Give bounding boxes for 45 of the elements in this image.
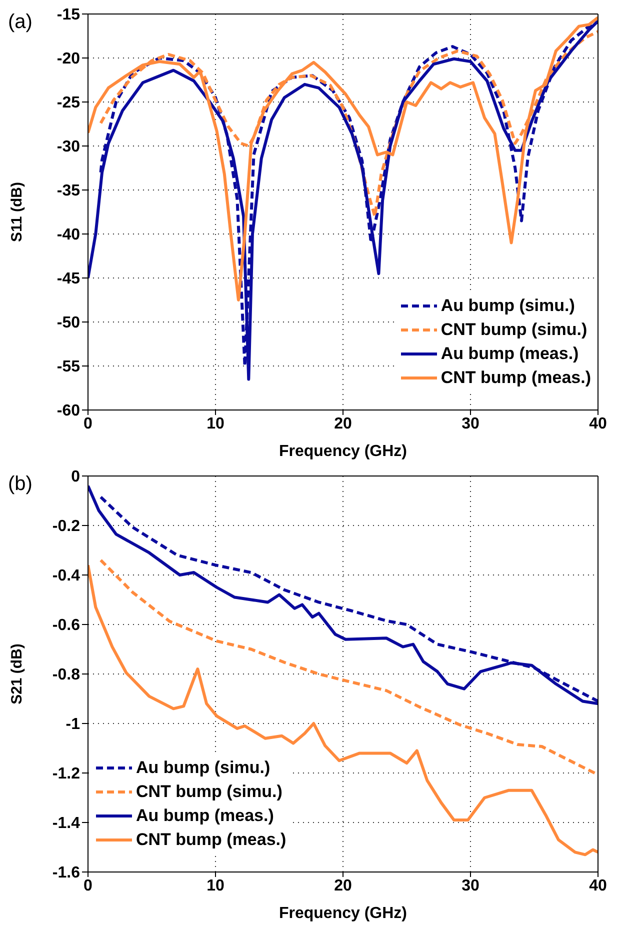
- x-tick-label: 0: [84, 415, 93, 432]
- y-tick-label: -50: [56, 314, 80, 332]
- y-tick-label: -35: [56, 182, 80, 200]
- x-tick-label: 30: [462, 415, 480, 432]
- y-tick-label: -20: [56, 50, 80, 68]
- y-tick-label: -40: [56, 226, 80, 244]
- legend-label: CNT bump (simu.): [136, 781, 282, 803]
- y-tick-label: -1: [66, 716, 80, 734]
- y-tick-label: -15: [56, 6, 80, 24]
- y-tick-label: -0.6: [52, 617, 80, 634]
- y-tick-label: -0.2: [52, 518, 80, 536]
- y-tick-label: -55: [56, 358, 80, 376]
- legend-label: Au bump (meas.): [440, 343, 579, 365]
- y-tick-label: -1.2: [52, 766, 80, 783]
- legend-label: CNT bump (meas.): [440, 367, 591, 389]
- y-tick-label: -25: [56, 94, 80, 112]
- y-tick-label: -1.4: [52, 815, 80, 832]
- x-tick-label: 10: [206, 877, 224, 894]
- y-axis-title: S11 (dB): [8, 182, 26, 242]
- y-tick-label: -1.6: [52, 864, 80, 882]
- x-axis-title: Frequency (GHz): [278, 443, 408, 460]
- y-axis-title: S21 (dB): [8, 644, 26, 704]
- text: (a): [8, 11, 32, 34]
- x-tick-label: 40: [589, 415, 607, 432]
- legend-label: Au bump (simu.): [440, 295, 575, 317]
- x-tick-label: 20: [334, 415, 352, 432]
- x-axis-title: Frequency (GHz): [278, 905, 408, 922]
- y-tick-label: -45: [56, 270, 80, 288]
- x-tick-label: 40: [589, 877, 607, 894]
- y-tick-label: -0.4: [52, 568, 80, 585]
- x-tick-label: 0: [84, 877, 93, 894]
- x-tick-label: 30: [462, 877, 480, 894]
- text: (b): [8, 473, 32, 496]
- y-tick-label: 0: [71, 468, 80, 486]
- y-tick-label: -30: [56, 138, 80, 156]
- legend-label: Au bump (simu.): [136, 757, 270, 779]
- legend-label: CNT bump (simu.): [440, 319, 588, 341]
- x-tick-label: 10: [206, 415, 224, 432]
- legend-label: Au bump (meas.): [136, 805, 274, 827]
- legend-label: CNT bump (meas.): [136, 829, 286, 851]
- line-series: [99, 558, 598, 776]
- y-tick-label: -60: [56, 402, 80, 420]
- line-series: [88, 564, 598, 856]
- x-tick-label: 20: [334, 877, 352, 894]
- y-tick-label: -0.8: [52, 666, 80, 684]
